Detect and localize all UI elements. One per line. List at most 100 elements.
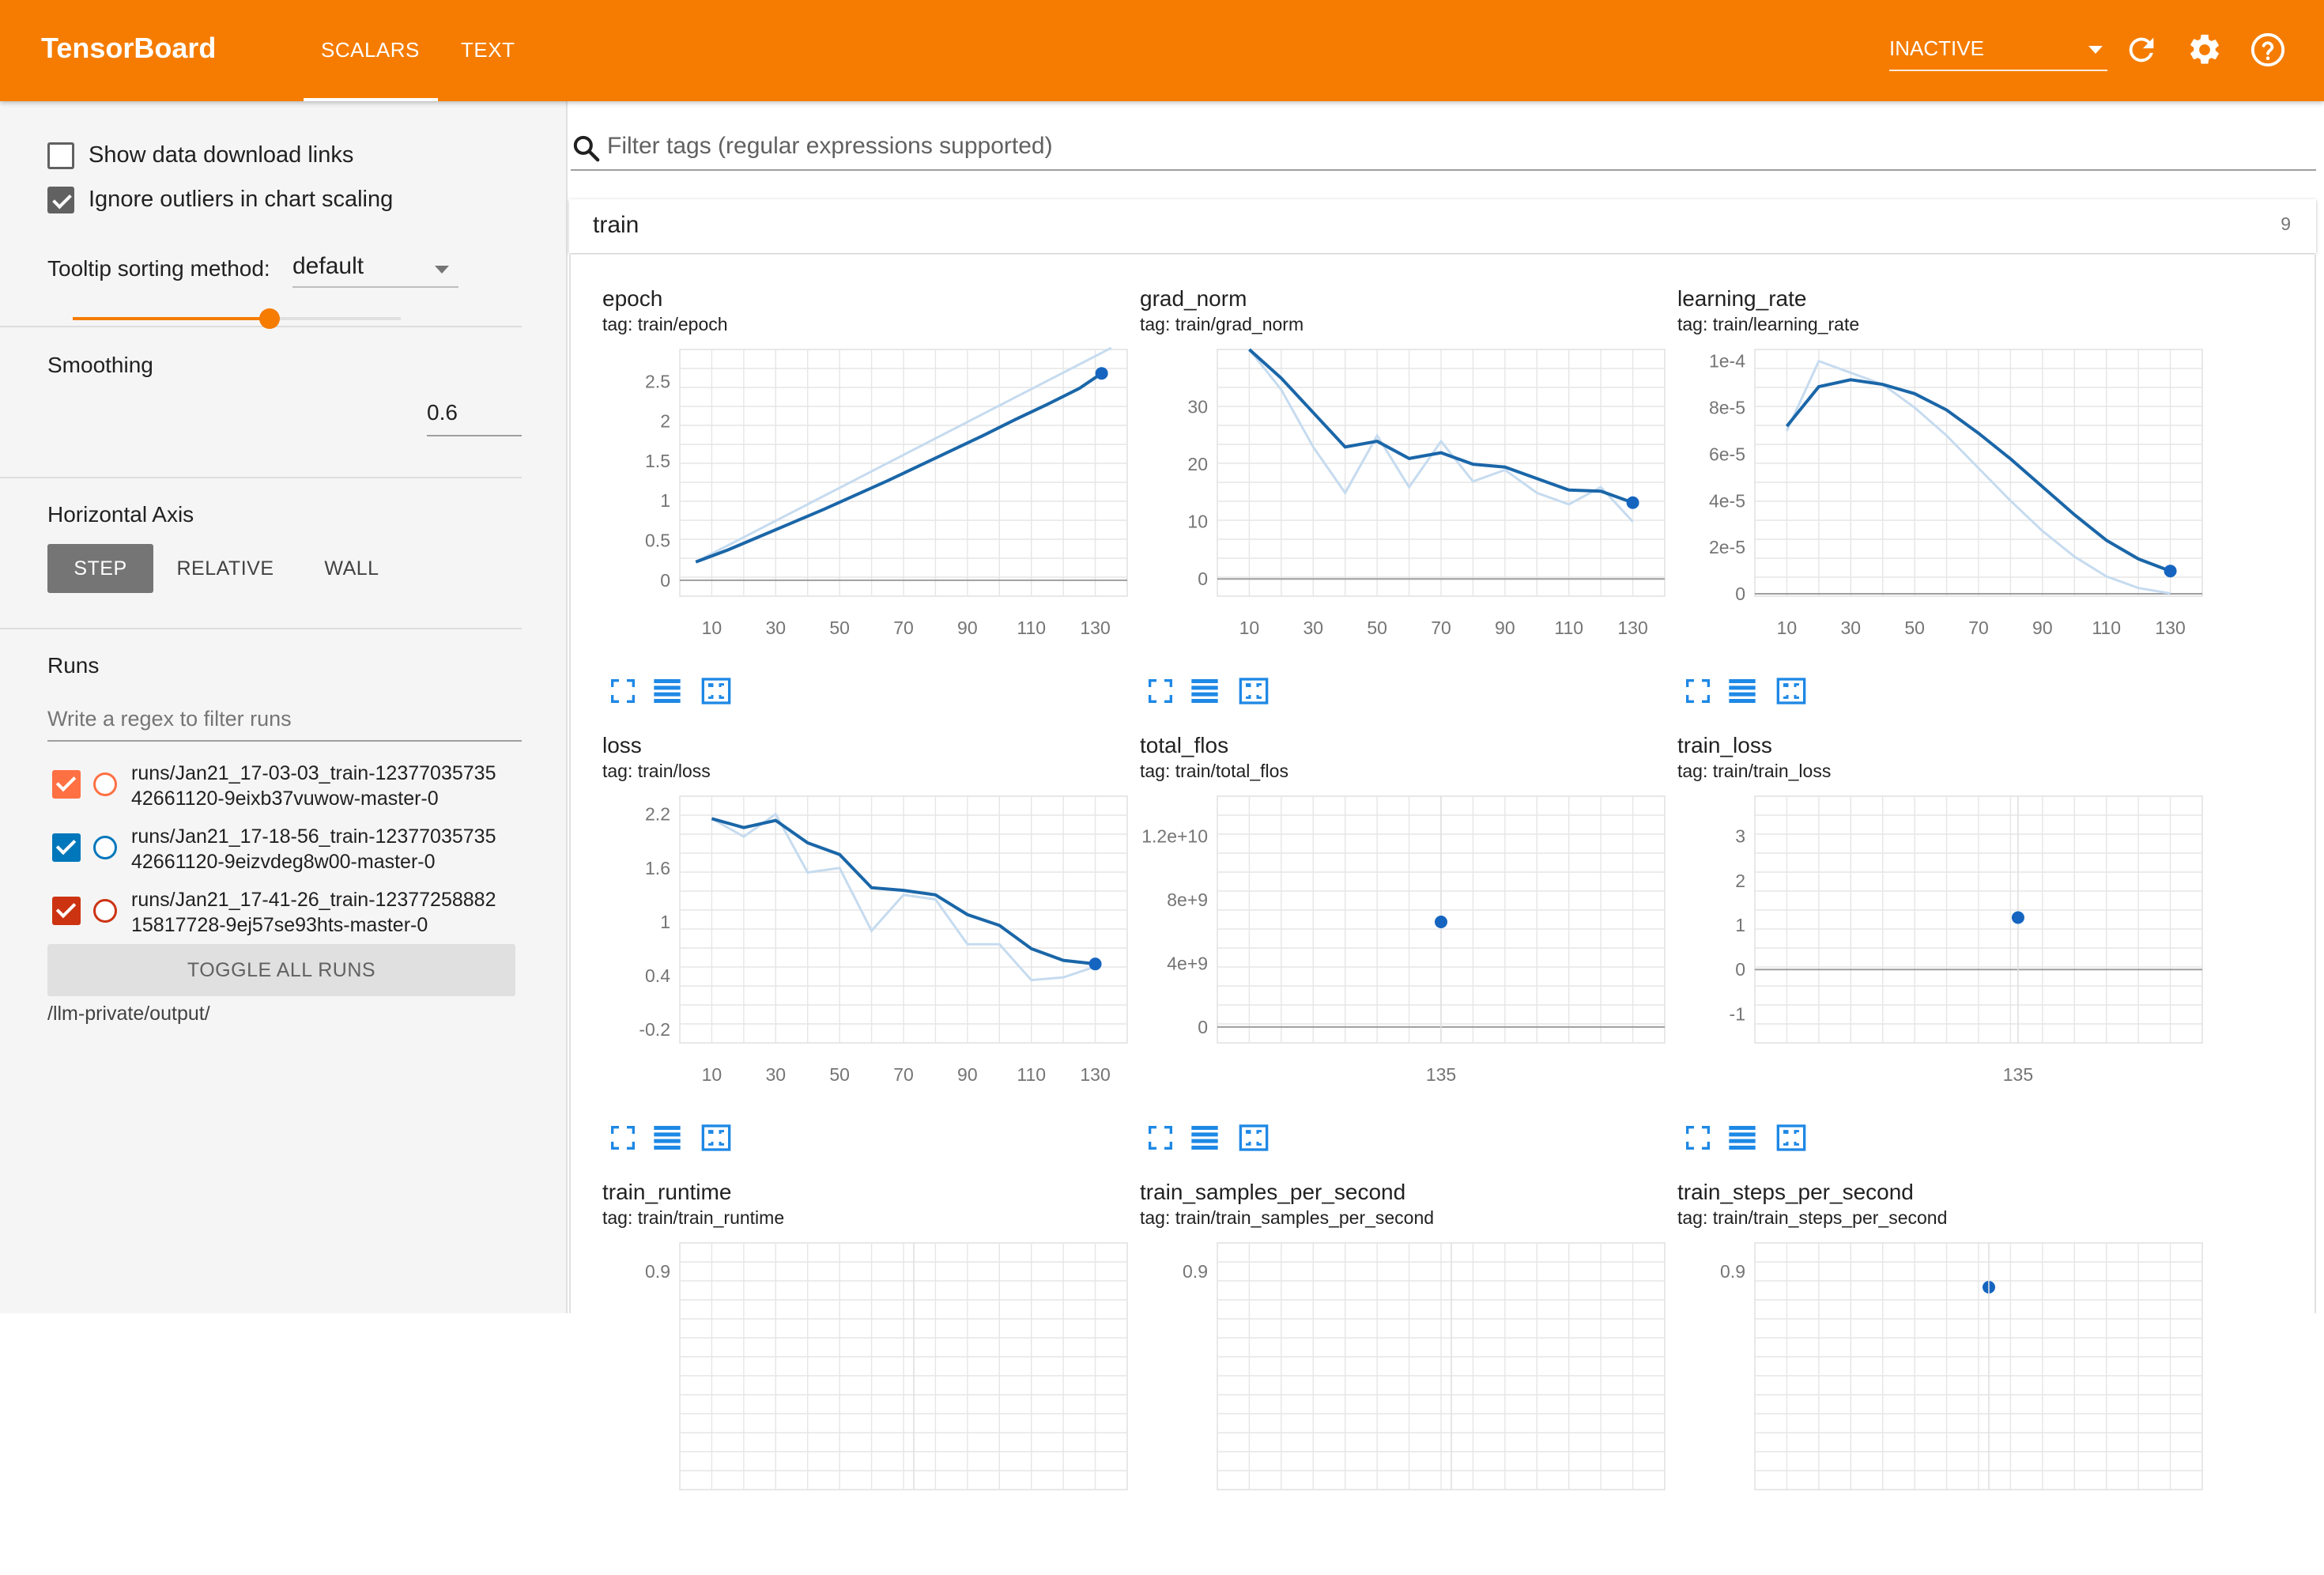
chart-plot[interactable]: 0 0.5 1 1.5 2 2.5 10 30 50 70 90 110 130: [569, 334, 1128, 638]
data-point: [1435, 916, 1447, 929]
raw-series-line: [695, 346, 1112, 564]
data-table-icon[interactable]: [651, 1122, 683, 1154]
x-tick-label: 50: [829, 618, 850, 638]
chart-title: grad_norm: [1140, 286, 1247, 311]
fullscreen-icon[interactable]: [1145, 1122, 1176, 1154]
x-tick-label: 70: [1431, 618, 1451, 638]
y-tick-label: 1: [660, 912, 670, 932]
y-tick-label: 3: [1735, 826, 1745, 847]
run-checkbox[interactable]: [52, 770, 81, 799]
y-tick-label: 30: [1187, 397, 1208, 417]
axis-step-button[interactable]: STEP: [47, 544, 153, 593]
chart-plot[interactable]: 0.9: [1644, 1227, 2203, 1528]
smoothing-slider[interactable]: [73, 308, 401, 329]
run-radio[interactable]: [93, 836, 117, 859]
tag-filter-input[interactable]: Filter tags (regular expressions support…: [607, 133, 1053, 159]
fit-domain-icon[interactable]: [700, 1122, 732, 1154]
horizontal-axis-heading: Horizontal Axis: [47, 502, 194, 527]
tag-filter-underline: [571, 169, 2316, 171]
x-tick-label: 110: [1017, 618, 1046, 638]
chart-plot[interactable]: -1 0 1 2 3 135: [1644, 780, 2203, 1085]
inactive-dashboards-select[interactable]: INACTIVE: [1889, 35, 2107, 71]
smoothing-value-input[interactable]: 0.6: [427, 395, 522, 436]
tooltip-sorting-select[interactable]: default: [292, 248, 458, 288]
plot-area: 0 4e+9 8e+9 1.2e+10 135: [1141, 795, 1666, 1085]
x-tick-label: 10: [1777, 618, 1798, 638]
chart-plot[interactable]: 0 2e-5 4e-5 6e-5 8e-5 1e-4 10 30 50 70 90 110 130: [1644, 334, 2203, 638]
data-point: [1626, 496, 1639, 509]
tab-text[interactable]: TEXT: [461, 38, 515, 62]
chart-card-epoch: epoch tag: train/epoch 0 0.5 1 1.5 2 2.5 10 30 50 7…: [569, 255, 1128, 704]
axis-wall-button[interactable]: WALL: [324, 557, 379, 580]
grid: [1755, 1243, 2202, 1490]
run-radio[interactable]: [93, 772, 117, 796]
chart-card-loss: loss tag: train/loss -0.2 0.4 1 1.6 2.2 10 30 50 7…: [569, 701, 1128, 1151]
data-table-icon[interactable]: [1189, 675, 1220, 707]
x-tick-label: 50: [1904, 618, 1925, 638]
settings-icon[interactable]: [2186, 32, 2223, 68]
data-table-icon[interactable]: [1189, 1122, 1220, 1154]
grid: [1755, 796, 2202, 1043]
raw-series-line: [1248, 349, 1634, 523]
grid: [1217, 349, 1665, 596]
fullscreen-icon[interactable]: [1682, 1122, 1714, 1154]
chart-plot[interactable]: 0 4e+9 8e+9 1.2e+10 135: [1107, 780, 1666, 1085]
plot-area: 0 10 20 30 10 30 50 70 90 110 130: [1187, 348, 1666, 638]
chart-tag: tag: train/total_flos: [1140, 761, 1288, 781]
ignore-outliers-checkbox[interactable]: [47, 187, 74, 213]
chart-card-grad-norm: grad_norm tag: train/grad_norm 0 10 20 30 10 30…: [1107, 255, 1666, 704]
fullscreen-icon[interactable]: [1682, 675, 1714, 707]
show-download-links-checkbox[interactable]: [47, 142, 74, 169]
fullscreen-icon[interactable]: [1145, 675, 1176, 707]
y-tick-label: 2: [1735, 871, 1745, 891]
data-table-icon[interactable]: [1726, 675, 1758, 707]
y-tick-label: 1.6: [645, 858, 670, 878]
fit-domain-icon[interactable]: [1775, 675, 1807, 707]
chart-plot[interactable]: 0.9: [1107, 1227, 1666, 1528]
slider-thumb[interactable]: [259, 308, 280, 329]
dropdown-arrow-icon: [2088, 46, 2103, 54]
smoothed-series-line: [695, 372, 1103, 564]
tab-scalars[interactable]: SCALARS: [321, 38, 420, 62]
tag-group-header[interactable]: train 9: [569, 199, 2316, 253]
smoothing-heading: Smoothing: [47, 353, 153, 377]
x-tick-label: 10: [702, 618, 722, 638]
fit-domain-icon[interactable]: [700, 675, 732, 707]
chart-plot[interactable]: 0.9: [569, 1227, 1128, 1528]
data-table-icon[interactable]: [1726, 1122, 1758, 1154]
chart-plot[interactable]: 0 10 20 30 10 30 50 70 90 110 130: [1107, 334, 1666, 638]
fit-domain-icon[interactable]: [1775, 1122, 1807, 1154]
axis-relative-button[interactable]: RELATIVE: [176, 557, 274, 580]
chart-plot[interactable]: -0.2 0.4 1 1.6 2.2 10 30 50 70 90 110 130: [569, 780, 1128, 1085]
x-tick-label: 30: [765, 618, 786, 638]
run-checkbox[interactable]: [52, 897, 81, 925]
run-name: runs/Jan21_17-41-26_train-12377258882 158…: [131, 889, 496, 936]
fit-domain-icon[interactable]: [1238, 1122, 1270, 1154]
fullscreen-icon[interactable]: [607, 675, 639, 707]
refresh-icon[interactable]: [2123, 32, 2160, 68]
active-tab-indicator: [304, 98, 438, 101]
run-checkbox[interactable]: [52, 833, 81, 862]
chart-tag: tag: train/train_loss: [1677, 761, 1832, 781]
fullscreen-icon[interactable]: [607, 1122, 639, 1154]
toggle-all-runs-button[interactable]: TOGGLE ALL RUNS: [47, 944, 515, 996]
tag-group-body: [569, 255, 2316, 1313]
run-radio[interactable]: [93, 899, 117, 923]
x-tick-label: 130: [2155, 618, 2185, 638]
x-tick-label: 30: [1840, 618, 1861, 638]
x-tick-label: 135: [1426, 1064, 1456, 1085]
tag-group-name: train: [593, 212, 639, 238]
data-point: [1088, 957, 1102, 971]
chart-tag: tag: train/train_runtime: [602, 1207, 785, 1228]
chart-tag: tag: train/epoch: [602, 314, 728, 334]
runs-filter-input[interactable]: Write a regex to filter runs: [47, 701, 522, 742]
app-title[interactable]: TensorBoard: [41, 32, 217, 64]
data-table-icon[interactable]: [651, 675, 683, 707]
fit-domain-icon[interactable]: [1238, 675, 1270, 707]
y-tick-label: 4e-5: [1709, 490, 1745, 511]
chart-card-learning-rate: learning_rate tag: train/learning_rate 0 2e…: [1644, 255, 2203, 704]
inactive-select-value: INACTIVE: [1889, 36, 1984, 60]
chart-card-train-runtime: train_runtime tag: train/train_runtime 0.9: [569, 1148, 1128, 1575]
chart-tag: tag: train/train_steps_per_second: [1677, 1207, 1948, 1228]
help-icon[interactable]: [2250, 32, 2286, 68]
